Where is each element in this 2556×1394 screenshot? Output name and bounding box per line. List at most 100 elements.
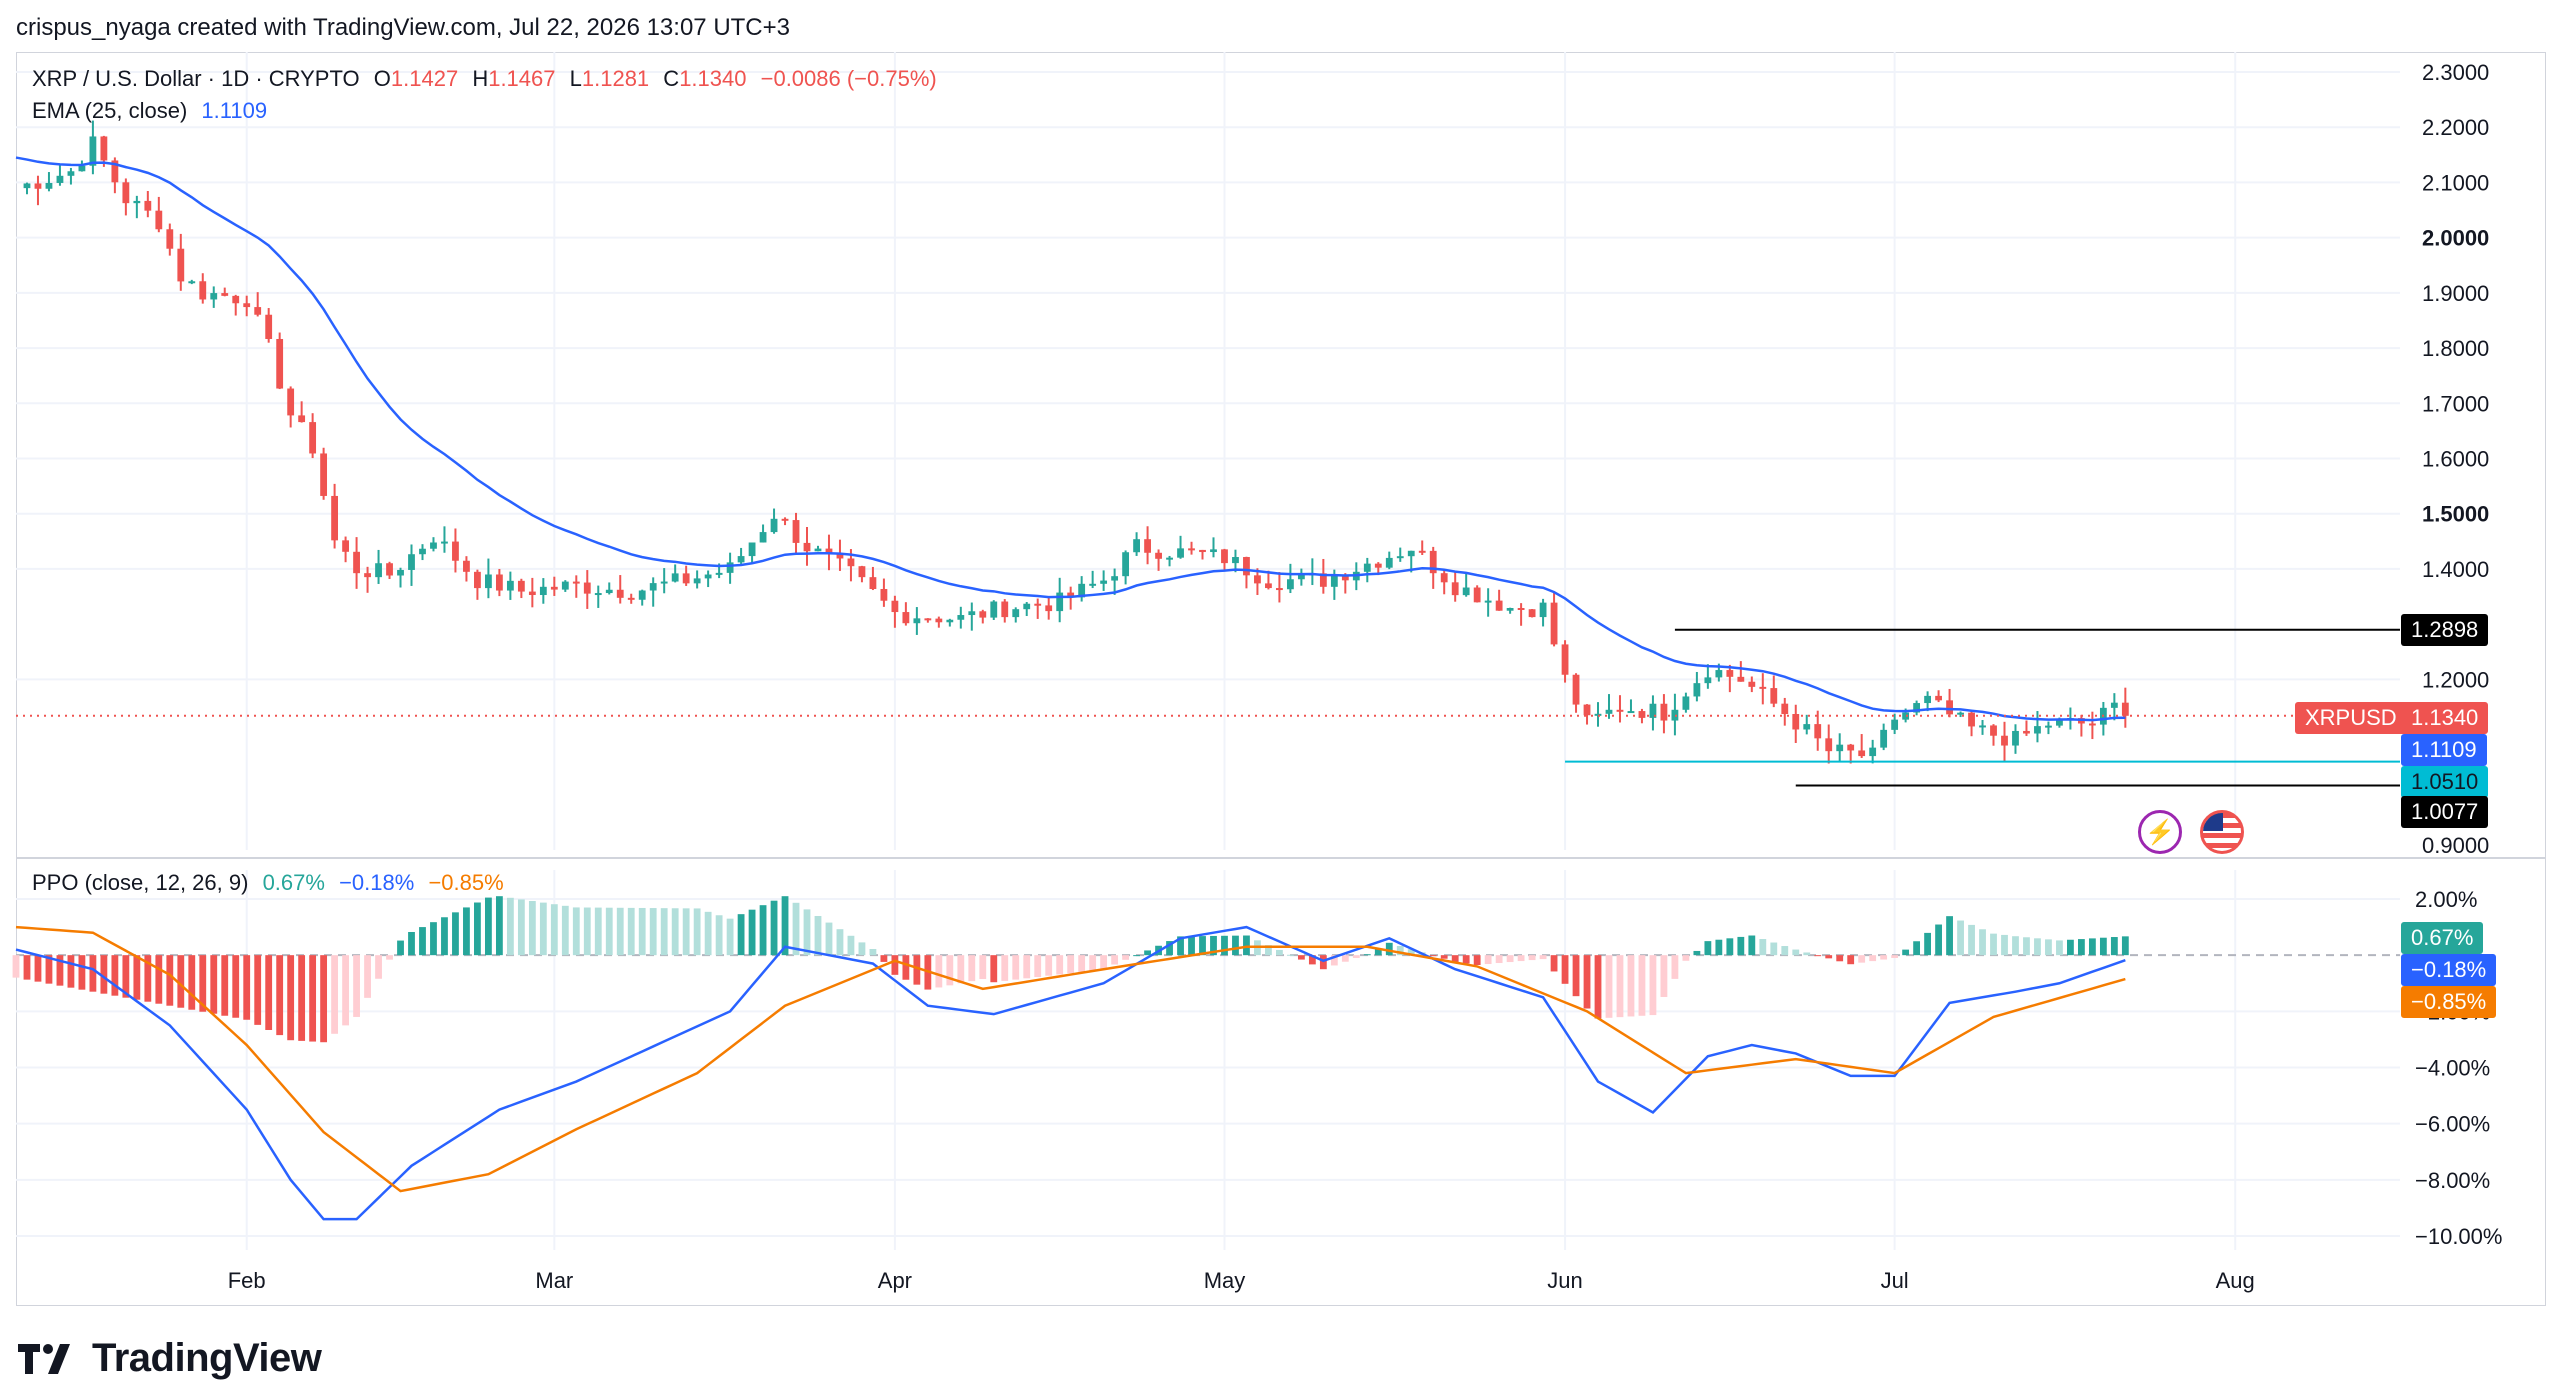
ppo-histogram-bar	[56, 955, 64, 986]
ppo-histogram-bar	[1111, 955, 1119, 965]
ema-legend: EMA (25, close) 1.1109	[32, 98, 275, 124]
price-tick-label: 1.8000	[2422, 336, 2489, 361]
candle-body	[836, 553, 844, 559]
ppo-histogram-bar	[1265, 945, 1272, 956]
ppo-histogram-bar	[704, 911, 712, 956]
tradingview-logo[interactable]: TradingView	[18, 1336, 322, 1381]
ppo-histogram-bar	[232, 955, 240, 1018]
ppo-histogram-bar	[1660, 955, 1668, 997]
ppo-histogram-bar	[2012, 936, 2019, 956]
price-tick-label: 1.7000	[2422, 391, 2489, 416]
candle-body	[1638, 711, 1646, 718]
candle-body	[1188, 548, 1195, 551]
ppo-histogram-bar	[122, 955, 130, 998]
time-tick-label: Mar	[535, 1268, 573, 1293]
candle-body	[1451, 582, 1459, 596]
candle-body	[1276, 588, 1283, 591]
ppo-histogram-bar	[375, 955, 382, 979]
candle-body	[1243, 557, 1250, 576]
ppo-histogram-bar	[2077, 939, 2085, 956]
ppo-histogram-bar	[781, 896, 789, 956]
ppo-histogram-bar	[814, 915, 822, 956]
ema-line	[15, 156, 2126, 722]
candle-body	[1111, 576, 1119, 581]
ppo-histogram-bar	[430, 922, 437, 956]
price-tick-label: 2.2000	[2422, 115, 2489, 140]
ppo-histogram-bar	[1319, 955, 1327, 970]
ppo-histogram-bar	[550, 904, 558, 956]
candle-body	[452, 541, 459, 561]
candle-body	[671, 573, 679, 582]
price-legend: XRP / U.S. Dollar · 1D · CRYPTO O1.1427 …	[32, 66, 945, 92]
ppo-histogram-bar	[1407, 949, 1415, 956]
candle-body	[638, 590, 646, 600]
ppo-histogram-bar	[517, 899, 525, 956]
time-tick-label: Jun	[1547, 1268, 1582, 1293]
time-tick-label: May	[1204, 1268, 1246, 1293]
candle-body	[1704, 677, 1712, 684]
candle-body	[111, 160, 119, 183]
price-tick-label: 2.3000	[2422, 60, 2489, 85]
candle-body	[364, 573, 371, 578]
candle-body	[550, 586, 558, 590]
ppo-line	[15, 925, 2126, 1221]
candle-body	[792, 520, 800, 543]
ppo-histogram-bar	[331, 955, 339, 1034]
ppo-histogram-bar	[561, 905, 569, 956]
candle-body	[572, 581, 580, 584]
ppo-histogram-bar	[1726, 938, 1734, 956]
candle-body	[814, 548, 822, 552]
candle-body	[880, 588, 888, 601]
candle-body	[803, 542, 811, 552]
candle-body	[1935, 695, 1942, 701]
last-price-tag: 1.1340	[2401, 702, 2489, 734]
news-flash-icon[interactable]: ⚡	[2138, 810, 2182, 854]
ppo-histogram-bar	[836, 929, 844, 956]
candle-body	[353, 551, 360, 574]
ppo-histogram-bar	[869, 948, 877, 956]
candle-body	[1034, 603, 1042, 606]
ppo-histogram-bar	[1100, 955, 1108, 970]
candle-body	[320, 453, 328, 496]
ppo-tick-label: −4.00%	[2415, 1056, 2490, 1081]
level-low-tag: 1.0077	[2401, 796, 2489, 828]
candle-body	[1100, 580, 1108, 584]
ppo-histogram-bar	[715, 915, 723, 956]
ppo-histogram-bar	[605, 907, 613, 956]
candle-body	[221, 293, 229, 296]
ppo-histogram-bar	[199, 955, 207, 1012]
ppo-histogram-bar	[1913, 941, 1921, 956]
ppo-histogram-bar	[287, 955, 295, 1041]
ppo-histogram-bar	[759, 905, 767, 956]
ppo-legend: PPO (close, 12, 26, 9) 0.67% −0.18% −0.8…	[32, 870, 512, 896]
ppo-histogram-bar	[737, 914, 745, 956]
ppo-histogram-bar	[1671, 955, 1679, 979]
us-flag-icon[interactable]	[2200, 810, 2244, 854]
ppo-tick-label: −10.00%	[2415, 1224, 2502, 1249]
ppo-histogram-bar	[1001, 955, 1009, 981]
ppo-histogram-bar	[1056, 955, 1064, 975]
candle-body	[1462, 587, 1470, 596]
ppo-histogram-bar	[298, 955, 306, 1041]
candle-body	[649, 583, 657, 591]
candle-body	[2121, 702, 2129, 716]
candle-body	[1341, 575, 1349, 581]
candle-body	[1990, 725, 1997, 736]
candle-body	[254, 307, 262, 315]
candle-body	[188, 281, 196, 284]
ppo-histogram-bar	[1067, 955, 1075, 974]
candle-body	[1221, 549, 1228, 564]
ppo-histogram-bar	[528, 901, 536, 956]
price-tick-label: 2.1000	[2422, 170, 2489, 195]
candle-body	[1902, 712, 1910, 720]
ppo-histogram-bar	[792, 902, 800, 956]
ppo-histogram-bar	[166, 955, 174, 1006]
time-tick-label: Feb	[228, 1268, 266, 1293]
candle-body	[1583, 704, 1591, 716]
candle-body	[1869, 747, 1877, 757]
ppo-histogram-bar	[2001, 934, 2008, 956]
candle-body	[243, 303, 251, 308]
ppo-histogram-bar	[1902, 949, 1910, 956]
ppo-histogram-bar	[1627, 955, 1635, 1017]
